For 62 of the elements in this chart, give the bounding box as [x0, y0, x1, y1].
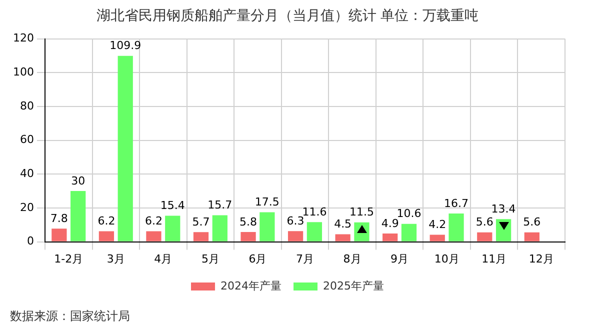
- data-label: 5.6: [523, 216, 541, 229]
- x-tick-label: 9月: [390, 252, 409, 266]
- y-tick-label: 0: [26, 234, 34, 248]
- bar: [430, 234, 445, 242]
- x-tick-label: 4月: [154, 252, 172, 266]
- data-label: 5.7: [192, 216, 210, 229]
- data-label: 11.6: [302, 206, 327, 219]
- y-tick-label: 40: [20, 166, 34, 180]
- bar: [335, 234, 350, 242]
- y-tick-label: 20: [20, 200, 34, 214]
- x-tick-label: 5月: [201, 252, 220, 266]
- data-label: 109.9: [110, 39, 142, 52]
- x-tick-label: 3月: [106, 252, 125, 266]
- legend-label: 2025年产量: [323, 279, 384, 292]
- data-label: 17.5: [254, 196, 280, 209]
- bar: [288, 231, 304, 242]
- bar: [52, 228, 67, 242]
- data-label: 6.2: [98, 214, 116, 228]
- data-label: 10.6: [396, 207, 422, 220]
- data-label: 30: [71, 174, 86, 188]
- x-tick-label: 12月: [528, 252, 554, 266]
- bar: [98, 231, 114, 242]
- x-tick-label: 7月: [296, 252, 314, 266]
- data-label: 4.5: [334, 218, 352, 231]
- bar: [401, 224, 417, 242]
- x-tick-label: 6月: [248, 252, 267, 266]
- data-label: 13.4: [491, 202, 516, 216]
- bar: [146, 231, 162, 242]
- y-tick-label: 100: [12, 65, 34, 78]
- bar: [260, 212, 275, 242]
- data-label: 16.7: [444, 196, 469, 210]
- y-tick-label: 60: [20, 133, 34, 146]
- bar: [477, 232, 492, 242]
- bar: [212, 215, 228, 242]
- data-label: 4.2: [428, 218, 446, 232]
- bar: [165, 216, 180, 242]
- data-label: 6.2: [144, 214, 162, 228]
- data-label: 5.6: [476, 216, 494, 229]
- x-tick-label: 8月: [343, 252, 362, 266]
- data-label: 11.5: [349, 206, 374, 219]
- data-label: 4.9: [381, 216, 399, 230]
- x-tick-label: 10月: [434, 252, 460, 266]
- source-note: 数据来源：国家统计局: [10, 309, 130, 323]
- bar: [448, 214, 464, 242]
- bar: [70, 191, 86, 242]
- bar: [193, 232, 209, 242]
- y-tick-label: 120: [12, 32, 34, 45]
- x-tick-label: 11月: [482, 252, 507, 266]
- bar: [524, 232, 540, 242]
- data-label: 7.8: [50, 212, 68, 225]
- y-tick-label: 80: [20, 99, 34, 112]
- bar: [306, 222, 322, 242]
- bar: [382, 234, 398, 242]
- data-label: 5.8: [240, 215, 258, 228]
- legend-label: 2024年产量: [220, 279, 282, 292]
- x-tick-label: 1-2月: [54, 252, 84, 266]
- chart-title: 湖北省民用钢质船舶产量分月（当月值）统计 单位：万载重吨: [96, 8, 479, 24]
- bar: [118, 56, 133, 242]
- data-label: 15.7: [208, 198, 232, 212]
- data-label: 6.3: [286, 214, 304, 228]
- data-label: 15.4: [160, 199, 185, 212]
- bar: [240, 232, 256, 242]
